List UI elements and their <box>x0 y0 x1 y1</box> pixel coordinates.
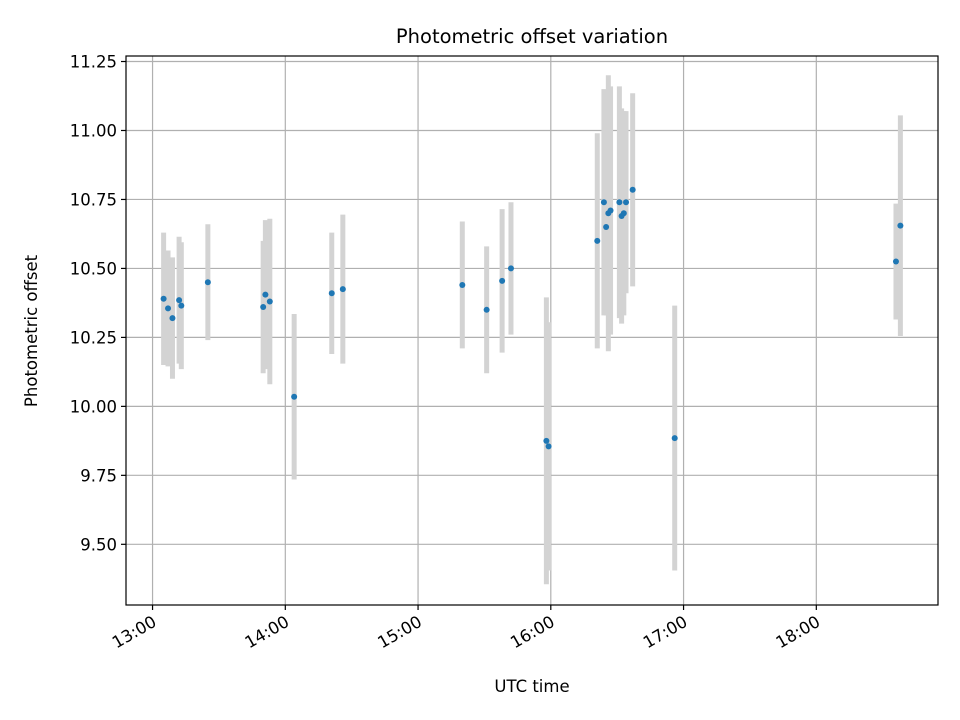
data-point <box>616 199 623 206</box>
data-point <box>543 437 550 444</box>
data-point <box>545 443 552 450</box>
data-point <box>204 279 211 286</box>
data-point <box>600 199 607 206</box>
y-tick-label: 10.00 <box>70 397 117 416</box>
data-point <box>169 315 176 322</box>
data-point <box>459 281 466 288</box>
data-point <box>623 199 630 206</box>
y-tick-label: 11.25 <box>70 53 117 72</box>
y-tick-label: 10.75 <box>70 190 117 209</box>
data-point <box>266 298 273 305</box>
data-point <box>160 295 167 302</box>
data-point <box>499 277 506 284</box>
data-point <box>594 237 601 244</box>
data-point <box>892 258 899 265</box>
data-point <box>507 265 514 272</box>
data-point <box>178 302 185 309</box>
data-point <box>671 435 678 442</box>
data-point <box>328 290 335 297</box>
data-point <box>291 393 298 400</box>
data-point <box>176 297 183 304</box>
data-point <box>620 210 627 217</box>
chart-title: Photometric offset variation <box>396 25 668 48</box>
grid-lines <box>126 56 938 605</box>
plot-frame <box>125 55 939 606</box>
y-tick-label: 10.50 <box>70 259 117 278</box>
y-tick-label: 9.75 <box>80 466 117 485</box>
data-point <box>262 291 269 298</box>
y-tick-label: 9.50 <box>80 535 117 554</box>
data-point <box>607 207 614 214</box>
data-point <box>629 186 636 193</box>
data-point <box>603 224 610 231</box>
y-tick-label: 10.25 <box>70 328 117 347</box>
data-point <box>897 222 904 229</box>
data-point <box>260 304 267 311</box>
x-axis-label: UTC time <box>494 677 569 696</box>
data-point <box>339 286 346 293</box>
y-axis-ticks: 9.50 9.75 10.00 10.25 10.50 10.75 11.00 11.25 <box>70 53 126 554</box>
data-point <box>165 305 172 312</box>
y-tick-label: 11.00 <box>70 121 117 140</box>
data-point <box>483 306 490 313</box>
y-axis-label: Photometric offset <box>22 254 41 407</box>
data-points <box>160 186 904 450</box>
